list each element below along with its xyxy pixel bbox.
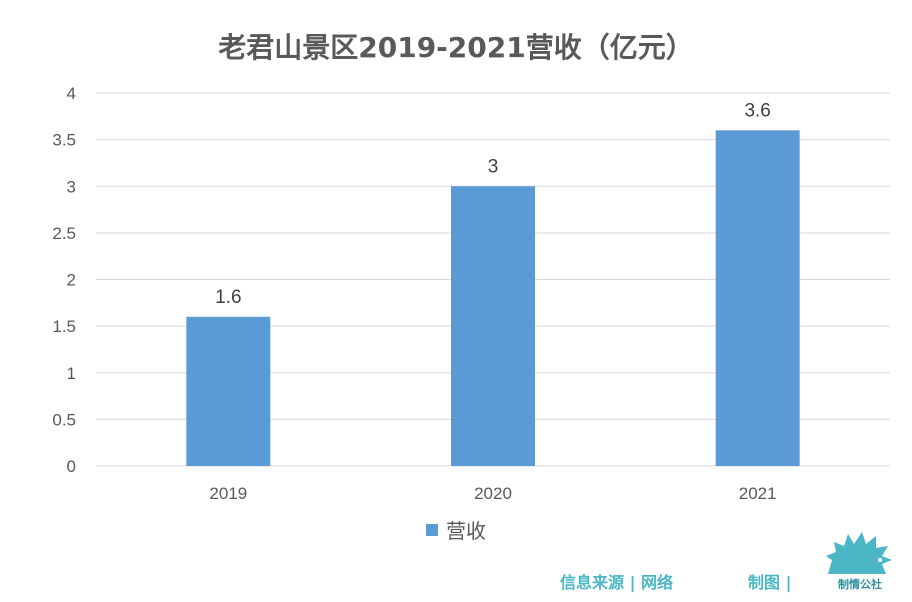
y-tick-label: 3.5 <box>52 131 76 150</box>
x-tick-label: 2019 <box>209 484 247 503</box>
bar <box>451 186 535 466</box>
y-tick-label: 1 <box>67 364 76 383</box>
y-tick-label: 2.5 <box>52 224 76 243</box>
data-label: 3.6 <box>744 100 770 121</box>
hedgehog-logo-icon <box>826 532 892 574</box>
y-tick-label: 1.5 <box>52 317 76 336</box>
logo-text: 制情公社 <box>838 578 882 591</box>
x-tick-label: 2020 <box>474 484 512 503</box>
chart-title: 老君山景区2019-2021营收（亿元） <box>218 31 694 64</box>
y-tick-label: 0.5 <box>52 410 76 429</box>
data-label: 1.6 <box>215 287 241 308</box>
legend-label: 营收 <box>446 519 486 543</box>
legend-swatch <box>426 523 438 536</box>
y-tick-label: 4 <box>67 84 76 103</box>
y-tick-label: 3 <box>67 177 76 196</box>
y-tick-label: 2 <box>67 271 76 290</box>
source-credit: 信息来源 | 网络 <box>560 573 673 592</box>
data-label: 3 <box>488 156 499 177</box>
x-tick-label: 2021 <box>739 484 777 503</box>
bar <box>186 316 271 466</box>
bar <box>715 130 800 467</box>
y-tick-label: 0 <box>67 457 76 476</box>
legend: 营收 <box>0 515 912 544</box>
maker-credit: 制图 | <box>748 573 792 592</box>
